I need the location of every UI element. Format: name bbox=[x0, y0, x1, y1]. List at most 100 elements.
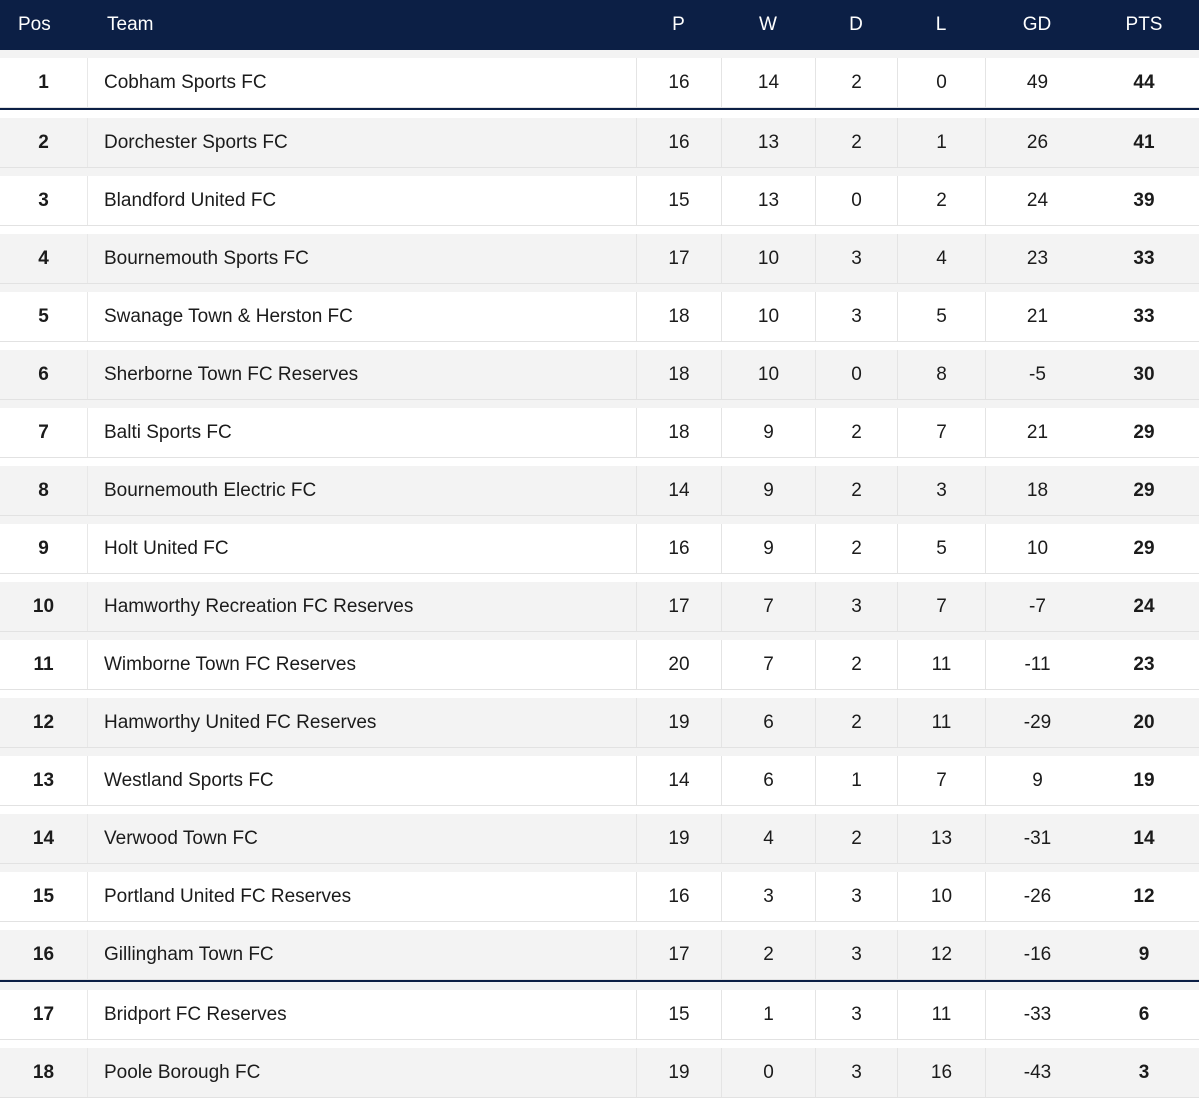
table-row[interactable]: 16 Gillingham Town FC 17 2 3 12 -16 9 bbox=[0, 930, 1199, 980]
row-spacer bbox=[0, 400, 1199, 408]
table-row[interactable]: 10 Hamworthy Recreation FC Reserves 17 7 3 7-… bbox=[0, 582, 1199, 632]
row-goal-difference: 23 bbox=[985, 234, 1089, 283]
row-position: 5 bbox=[38, 305, 49, 327]
row-position: 2 bbox=[38, 131, 49, 153]
zone-divider bbox=[0, 980, 1199, 982]
row-position: 6 bbox=[38, 363, 49, 385]
table-row[interactable]: 1 Cobham Sports FC 16 14 2 0 49 44 bbox=[0, 58, 1199, 108]
header-played[interactable]: P bbox=[672, 14, 685, 35]
row-spacer bbox=[0, 864, 1199, 872]
row-points: 23 bbox=[1133, 653, 1155, 675]
row-won: 7 bbox=[721, 640, 815, 689]
row-played: 18 bbox=[636, 350, 721, 399]
row-lost: 5 bbox=[897, 292, 985, 341]
row-points: 3 bbox=[1138, 1061, 1150, 1083]
row-drawn: 3 bbox=[815, 234, 897, 283]
row-won: 2 bbox=[721, 930, 815, 979]
row-position: 12 bbox=[32, 711, 55, 733]
row-team-name[interactable]: Bournemouth Electric FC bbox=[87, 466, 636, 515]
row-points: 29 bbox=[1133, 479, 1155, 501]
table-row[interactable]: 17 Bridport FC Reserves 15 1 3 11 -33 6 bbox=[0, 990, 1199, 1040]
row-points: 12 bbox=[1133, 885, 1155, 907]
row-position: 4 bbox=[38, 247, 49, 269]
row-played: 15 bbox=[636, 176, 721, 225]
row-drawn: 3 bbox=[815, 872, 897, 921]
row-points: 29 bbox=[1133, 421, 1155, 443]
row-won: 10 bbox=[721, 292, 815, 341]
row-played: 17 bbox=[636, 582, 721, 631]
row-position: 1 bbox=[38, 71, 49, 93]
header-drawn[interactable]: D bbox=[849, 14, 863, 35]
row-team-name[interactable]: Swanage Town & Herston FC bbox=[87, 292, 636, 341]
row-goal-difference: 21 bbox=[985, 408, 1089, 457]
row-drawn: 0 bbox=[815, 350, 897, 399]
row-position: 15 bbox=[32, 885, 55, 907]
row-won: 1 bbox=[721, 990, 815, 1039]
row-team-name[interactable]: Hamworthy Recreation FC Reserves bbox=[87, 582, 636, 631]
table-row[interactable]: 11 Wimborne Town FC Reserves 20 7 2 11 -11 23 bbox=[0, 640, 1199, 690]
row-team-name[interactable]: Bridport FC Reserves bbox=[87, 990, 636, 1039]
row-team-name[interactable]: Holt United FC bbox=[87, 524, 636, 573]
row-played: 19 bbox=[636, 698, 721, 747]
row-position: 8 bbox=[38, 479, 49, 501]
row-lost: 10 bbox=[897, 872, 985, 921]
row-team-name[interactable]: Bournemouth Sports FC bbox=[87, 234, 636, 283]
header-lost[interactable]: L bbox=[935, 14, 947, 35]
row-team-name[interactable]: Sherborne Town FC Reserves bbox=[87, 350, 636, 399]
row-team-name[interactable]: Poole Borough FC bbox=[87, 1048, 636, 1097]
table-row[interactable]: 12 Hamworthy United FC Reserves 19 6 2 11 -29 2… bbox=[0, 698, 1199, 748]
row-goal-difference: -33 bbox=[985, 990, 1089, 1039]
header-pos[interactable]: Pos bbox=[18, 14, 51, 35]
row-won: 7 bbox=[721, 582, 815, 631]
row-spacer bbox=[0, 690, 1199, 698]
row-position: 11 bbox=[33, 653, 54, 675]
row-lost: 12 bbox=[897, 930, 985, 979]
row-lost: 7 bbox=[897, 756, 985, 805]
row-points: 24 bbox=[1133, 595, 1155, 617]
row-points: 6 bbox=[1138, 1003, 1150, 1025]
table-row[interactable]: 13 Westland Sports FC 14 6 1 7 9 19 bbox=[0, 756, 1199, 806]
table-row[interactable]: 5 Swanage Town & Herston FC 18 10 3 5 21 33 bbox=[0, 292, 1199, 342]
table-row[interactable]: 8 Bournemouth Electric FC 14 9 2 3 18 29 bbox=[0, 466, 1199, 516]
table-row[interactable]: 14 Verwood Town FC 19 4 2 13 -31 14 bbox=[0, 814, 1199, 864]
table-row[interactable]: 9 Holt United FC 16 9 2 5 10 29 bbox=[0, 524, 1199, 574]
row-spacer bbox=[0, 226, 1199, 234]
row-lost: 3 bbox=[897, 466, 985, 515]
row-team-name[interactable]: Blandford United FC bbox=[87, 176, 636, 225]
row-team-name[interactable]: Balti Sports FC bbox=[87, 408, 636, 457]
row-team-name[interactable]: Gillingham Town FC bbox=[87, 930, 636, 979]
row-team-name[interactable]: Wimborne Town FC Reserves bbox=[87, 640, 636, 689]
table-body: 1 Cobham Sports FC 16 14 2 0 49 44 2 Dorchester S… bbox=[0, 50, 1199, 1098]
row-goal-difference: 24 bbox=[985, 176, 1089, 225]
row-team-name[interactable]: Portland United FC Reserves bbox=[87, 872, 636, 921]
table-row[interactable]: 18 Poole Borough FC 19 0 3 16 -43 3 bbox=[0, 1048, 1199, 1098]
row-points: 29 bbox=[1133, 537, 1155, 559]
header-goal-difference[interactable]: GD bbox=[1022, 14, 1052, 35]
row-spacer bbox=[0, 342, 1199, 350]
row-team-name[interactable]: Cobham Sports FC bbox=[87, 58, 636, 107]
table-row[interactable]: 2 Dorchester Sports FC 16 13 2 1 26 41 bbox=[0, 118, 1199, 168]
row-team-name[interactable]: Westland Sports FC bbox=[87, 756, 636, 805]
table-row[interactable]: 4 Bournemouth Sports FC 17 10 3 4 23 33 bbox=[0, 234, 1199, 284]
row-drawn: 2 bbox=[815, 698, 897, 747]
row-team-name[interactable]: Dorchester Sports FC bbox=[87, 118, 636, 167]
row-drawn: 2 bbox=[815, 814, 897, 863]
table-row[interactable]: 7 Balti Sports FC 18 9 2 7 21 29 bbox=[0, 408, 1199, 458]
table-row[interactable]: 15 Portland United FC Reserves 16 3 3 10 -26 12 bbox=[0, 872, 1199, 922]
header-won[interactable]: W bbox=[759, 14, 777, 35]
row-lost: 4 bbox=[897, 234, 985, 283]
row-spacer bbox=[0, 1040, 1199, 1048]
row-played: 16 bbox=[636, 524, 721, 573]
row-goal-difference: 26 bbox=[985, 118, 1089, 167]
row-spacer bbox=[0, 110, 1199, 118]
row-position: 14 bbox=[32, 827, 55, 849]
row-team-name[interactable]: Verwood Town FC bbox=[87, 814, 636, 863]
header-points[interactable]: PTS bbox=[1125, 14, 1163, 35]
table-row[interactable]: 6 Sherborne Town FC Reserves 18 10 0 8 -5 30 bbox=[0, 350, 1199, 400]
header-team[interactable]: Team bbox=[107, 14, 154, 35]
row-won: 10 bbox=[721, 234, 815, 283]
row-team-name[interactable]: Hamworthy United FC Reserves bbox=[87, 698, 636, 747]
table-row[interactable]: 3 Blandford United FC 15 13 0 2 24 39 bbox=[0, 176, 1199, 226]
row-spacer bbox=[0, 168, 1199, 176]
row-played: 18 bbox=[636, 408, 721, 457]
